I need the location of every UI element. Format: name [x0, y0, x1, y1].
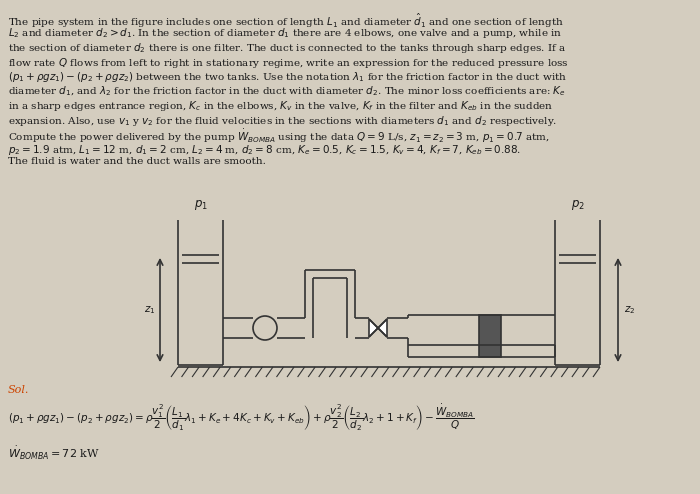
Text: $p_2$: $p_2$: [570, 198, 584, 212]
Bar: [479, 315, 501, 357]
Text: $\dot{W}_{BOMBA} = 72$ kW: $\dot{W}_{BOMBA} = 72$ kW: [8, 445, 100, 462]
Text: The pipe system in the figure includes one section of length $L_1$ and diameter : The pipe system in the figure includes o…: [8, 12, 564, 30]
Text: Compute the power delivered by the pump $\dot{W}_{BOMBA}$ using the data $Q = 9$: Compute the power delivered by the pump …: [8, 128, 550, 145]
Text: expansion. Also, use $v_1$ y $v_2$ for the fluid velocities in the sections with: expansion. Also, use $v_1$ y $v_2$ for t…: [8, 114, 557, 127]
Text: diameter $d_1$, and $\lambda_2$ for the friction factor in the duct with diamete: diameter $d_1$, and $\lambda_2$ for the …: [8, 84, 566, 98]
Text: $(p_1 + \rho gz_1) - (p_2 + \rho gz_2) = \rho\dfrac{v_1^2}{2}\left(\dfrac{L_1}{d: $(p_1 + \rho gz_1) - (p_2 + \rho gz_2) =…: [8, 403, 475, 433]
Text: flow rate $Q$ flows from left to right in stationary regime, write an expression: flow rate $Q$ flows from left to right i…: [8, 55, 569, 70]
Text: in a sharp edges entrance region, $K_c$ in the elbows, $K_v$ in the valve, $K_f$: in a sharp edges entrance region, $K_c$ …: [8, 99, 554, 113]
Text: The fluid is water and the duct walls are smooth.: The fluid is water and the duct walls ar…: [8, 157, 266, 166]
Polygon shape: [378, 319, 387, 337]
Text: $z_1$: $z_1$: [144, 304, 155, 316]
Circle shape: [253, 316, 277, 340]
Polygon shape: [369, 319, 378, 337]
Text: $L_2$ and diameter $d_2 > d_1$. In the section of diameter $d_1$ there are 4 elb: $L_2$ and diameter $d_2 > d_1$. In the s…: [8, 27, 562, 41]
Text: the section of diameter $d_2$ there is one filter. The duct is connected to the : the section of diameter $d_2$ there is o…: [8, 41, 566, 55]
Text: $z_2$: $z_2$: [624, 304, 636, 316]
Text: $(p_1 + \rho gz_1) - (p_2 + \rho gz_2)$ between the two tanks. Use the notation : $(p_1 + \rho gz_1) - (p_2 + \rho gz_2)$ …: [8, 70, 567, 84]
Text: Sol.: Sol.: [8, 385, 29, 395]
Text: $p_1$: $p_1$: [193, 198, 207, 212]
Text: $p_2 = 1.9$ atm, $L_1 = 12$ m, $d_1 = 2$ cm, $L_2 = 4$ m, $d_2 = 8$ cm, $K_e = 0: $p_2 = 1.9$ atm, $L_1 = 12$ m, $d_1 = 2$…: [8, 142, 521, 157]
